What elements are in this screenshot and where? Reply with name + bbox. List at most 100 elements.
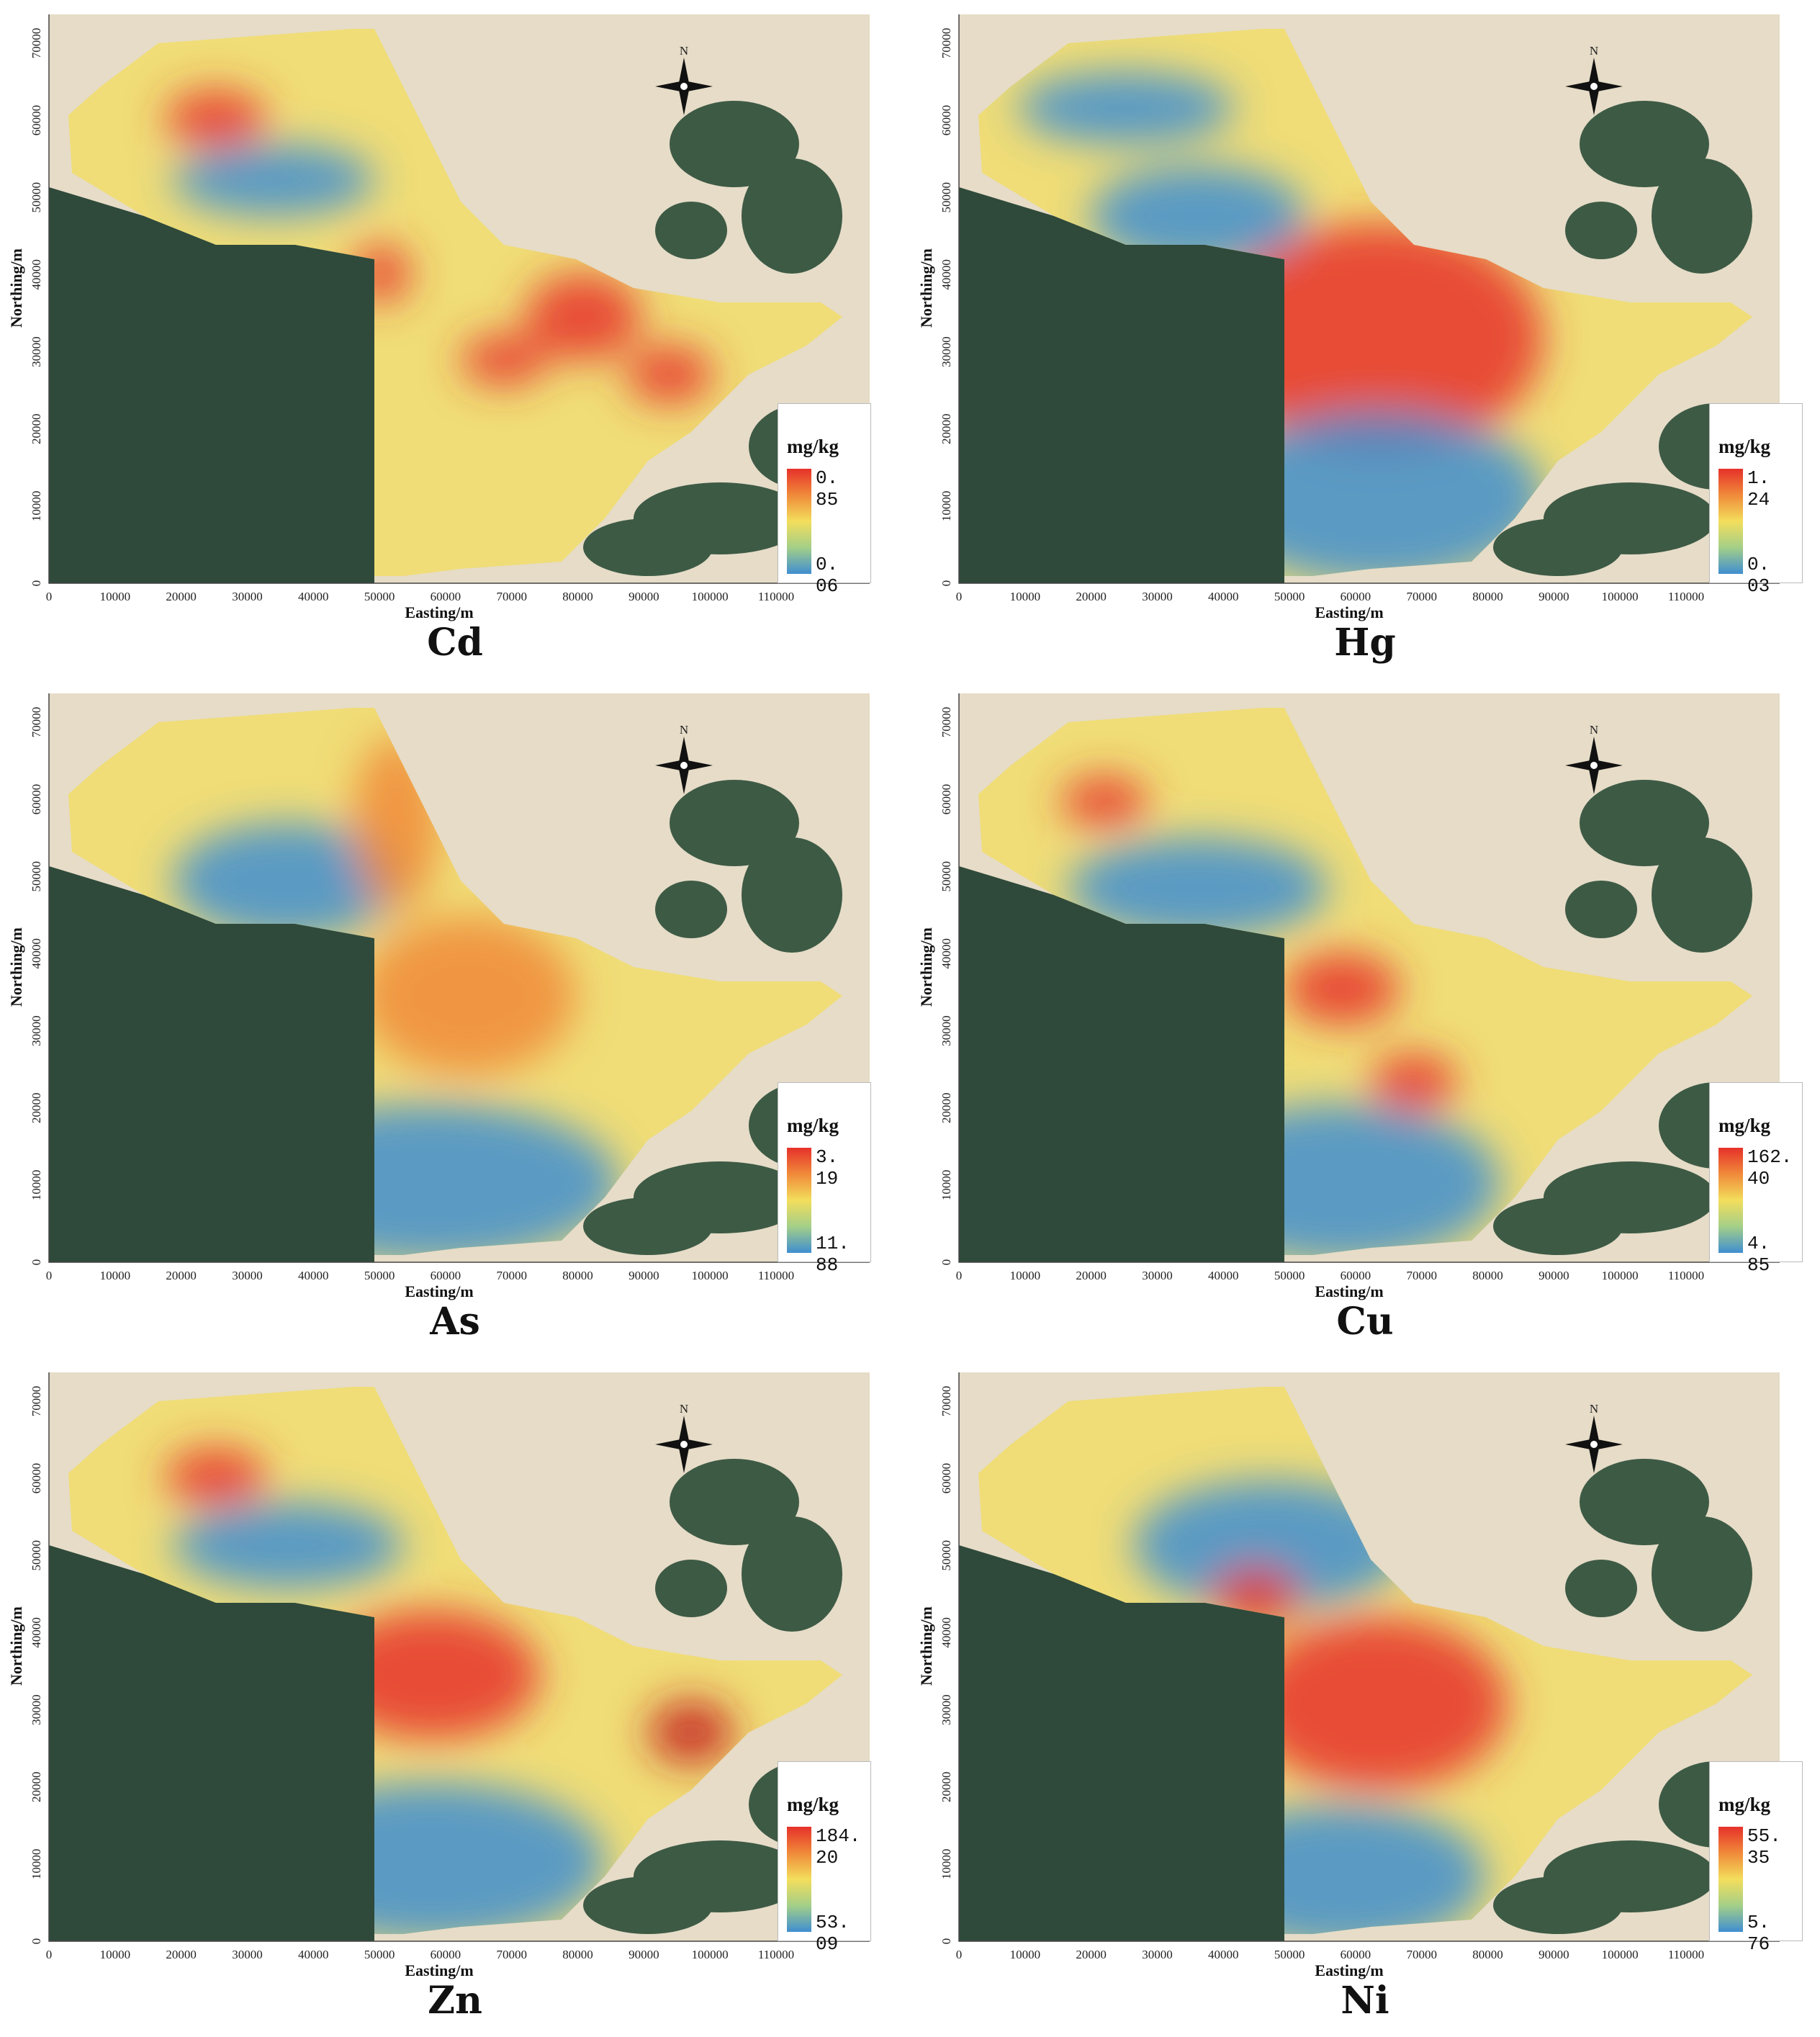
- color-legend: mg/kg 55. 35 5. 76: [1709, 1761, 1803, 1955]
- element-title: Ni: [1341, 1979, 1389, 2023]
- y-tick-label: 0: [30, 1259, 43, 1266]
- x-axis-label: Easting/m: [1315, 603, 1383, 621]
- x-tick-label: 20000: [1076, 590, 1107, 603]
- mountain-land-area: [959, 1545, 1284, 1941]
- y-tick-label: 30000: [30, 336, 43, 367]
- x-tick-label: 0: [46, 590, 53, 603]
- x-tick-label: 50000: [1274, 1948, 1305, 1961]
- x-tick-label: 10000: [1010, 590, 1041, 603]
- north-arrow-icon: N: [655, 723, 713, 794]
- x-axis-label: Easting/m: [1315, 1961, 1383, 1979]
- legend-color-ramp: [787, 1827, 811, 1932]
- island-shape: [670, 101, 799, 187]
- x-axis-label: Easting/m: [405, 1961, 473, 1979]
- map-panel-as: N 0 10000 20000 30000 40000 50000 60000 70000 800…: [0, 679, 910, 1358]
- island-shape: [742, 837, 842, 953]
- concentration-hotspot: [173, 144, 374, 216]
- y-tick-label: 40000: [940, 259, 953, 290]
- island-shape: [1493, 518, 1623, 576]
- y-axis-label: Northing/m: [917, 927, 935, 1007]
- x-tick-label: 70000: [1406, 590, 1437, 603]
- island-shape: [655, 881, 727, 938]
- concentration-hotspot: [1248, 1617, 1508, 1790]
- x-tick-label: 100000: [1602, 590, 1639, 603]
- x-tick-label: 20000: [166, 1269, 197, 1282]
- legend-color-ramp: [787, 469, 811, 574]
- x-tick-label: 100000: [692, 590, 729, 603]
- north-label: N: [1590, 723, 1598, 737]
- x-tick-label: 30000: [232, 590, 263, 603]
- x-tick-label: 20000: [1076, 1948, 1107, 1961]
- x-tick-label: 100000: [1602, 1269, 1639, 1282]
- legend-unit: mg/kg: [787, 1115, 839, 1136]
- y-tick-label: 40000: [30, 938, 43, 969]
- north-arrow-icon: N: [655, 1402, 713, 1473]
- y-tick-label: 30000: [940, 336, 953, 367]
- island-shape: [1652, 1516, 1752, 1632]
- y-tick-label: 20000: [30, 1771, 43, 1802]
- x-tick-label: 40000: [298, 590, 329, 603]
- y-tick-label: 70000: [940, 28, 953, 59]
- concentration-hotspot: [648, 1700, 734, 1765]
- y-tick-label: 20000: [30, 1092, 43, 1123]
- legend-max-value: 162. 40: [1747, 1146, 1793, 1190]
- color-legend: mg/kg 184. 20 53. 09: [778, 1761, 871, 1955]
- island-shape: [742, 1516, 842, 1632]
- y-tick-label: 60000: [940, 1463, 953, 1494]
- legend-max-value: 184. 20: [816, 1825, 861, 1869]
- x-tick-label: 90000: [1539, 1269, 1569, 1282]
- x-tick-label: 70000: [496, 590, 527, 603]
- map-figure: N 0 10000 20000 30000 40000 50000 60000 70000 800…: [7, 693, 870, 1300]
- map-panel-cu: N 0 10000 20000 30000 40000 50000 60000 70000 800…: [910, 679, 1820, 1358]
- x-tick-label: 20000: [166, 590, 197, 603]
- x-tick-label: 90000: [629, 1269, 659, 1282]
- x-tick-label: 70000: [496, 1948, 527, 1961]
- x-tick-label: 70000: [496, 1269, 527, 1282]
- north-label: N: [1590, 1402, 1598, 1416]
- x-tick-label: 70000: [1406, 1948, 1437, 1961]
- x-tick-label: 70000: [1406, 1269, 1437, 1282]
- x-tick-label: 0: [956, 590, 963, 603]
- y-axis-label: Northing/m: [7, 248, 25, 328]
- axis-lines: [958, 693, 1780, 1263]
- island-shape: [670, 1459, 799, 1545]
- x-tick-label: 90000: [629, 1948, 659, 1961]
- axis-lines: [48, 1372, 870, 1942]
- y-tick-label: 10000: [940, 1170, 953, 1201]
- x-tick-label: 110000: [758, 1948, 794, 1961]
- concentration-hotspot: [626, 346, 713, 403]
- y-tick-label: 40000: [30, 259, 43, 290]
- element-title: As: [430, 1300, 480, 1344]
- y-tick-label: 20000: [940, 1092, 953, 1123]
- x-tick-label: 60000: [431, 590, 461, 603]
- mountain-land-area: [49, 866, 374, 1262]
- north-arrow-icon: N: [1565, 1402, 1623, 1473]
- x-tick-label: 30000: [1142, 590, 1173, 603]
- north-label: N: [680, 1402, 688, 1416]
- x-axis-label: Easting/m: [405, 1282, 473, 1300]
- y-tick-label: 40000: [30, 1617, 43, 1648]
- y-axis-label: Northing/m: [7, 927, 25, 1007]
- island-shape: [583, 1197, 713, 1255]
- y-tick-label: 0: [30, 1938, 43, 1945]
- x-tick-label: 50000: [364, 1269, 395, 1282]
- element-title: Zn: [428, 1979, 482, 2023]
- x-tick-label: 80000: [562, 1948, 593, 1961]
- x-tick-label: 80000: [1472, 1948, 1503, 1961]
- y-tick-label: 0: [940, 580, 953, 587]
- x-axis-label: Easting/m: [405, 603, 473, 621]
- x-tick-label: 40000: [1208, 1948, 1239, 1961]
- island-shape: [1565, 202, 1637, 259]
- concentration-hotspot: [1090, 166, 1306, 266]
- x-tick-label: 50000: [1274, 1269, 1305, 1282]
- map-figure: N 0 10000 20000 30000 40000 50000 60000 70000 800…: [917, 693, 1780, 1300]
- concentration-hotspot: [1061, 776, 1148, 827]
- legend-min-value: 4. 85: [1747, 1233, 1770, 1276]
- x-tick-label: 110000: [1668, 590, 1704, 603]
- y-tick-label: 50000: [940, 1540, 953, 1571]
- x-tick-label: 50000: [364, 590, 395, 603]
- y-axis-label: Northing/m: [917, 1606, 935, 1686]
- y-axis-label: Northing/m: [7, 1606, 25, 1686]
- element-title: Hg: [1334, 621, 1396, 665]
- legend-unit: mg/kg: [787, 436, 839, 457]
